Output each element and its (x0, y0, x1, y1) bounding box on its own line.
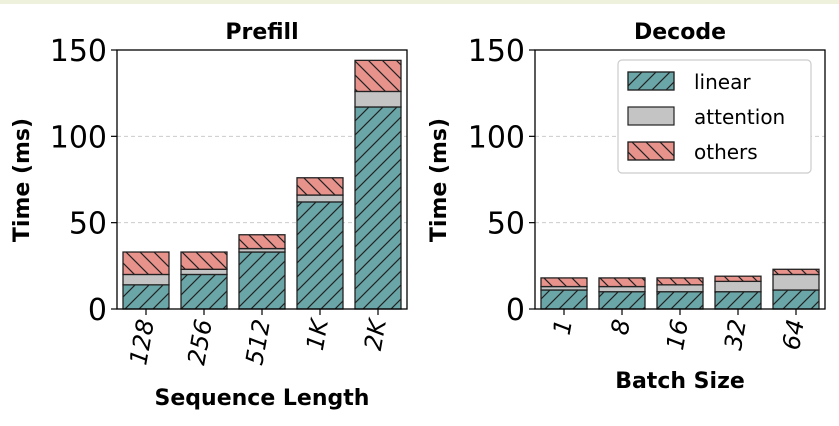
legend-label-attention: attention (694, 105, 785, 129)
bar-hatch-others-64 (773, 269, 819, 275)
x-tick-label: 128 (124, 317, 160, 367)
x-axis-label: Batch Size (615, 369, 745, 394)
bar-hatch-others-2K (355, 60, 401, 92)
legend-label-linear: linear (694, 70, 751, 94)
y-axis-label: Time (ms) (10, 118, 35, 242)
bar-attention-1K (297, 195, 343, 202)
bar-hatch-linear-128 (123, 284, 169, 309)
bar-hatch-linear-1K (297, 201, 343, 309)
bar-attention-16 (657, 284, 703, 292)
x-tick-label: 64 (777, 317, 810, 352)
bar-hatch-linear-16 (657, 291, 703, 309)
bar-edge-others-128 (122, 251, 170, 276)
prefill-chart: Prefill Time (ms) Sequence Length 0 50 1… (10, 20, 408, 411)
x-tick-label: 32 (719, 317, 752, 352)
y-tick-label: 100 (50, 120, 107, 155)
bar-edge-others-2K (354, 59, 402, 93)
x-tick-label: 256 (182, 317, 218, 367)
bar-hatch-linear-1 (541, 290, 587, 309)
x-tick-label: 512 (240, 317, 276, 367)
bar-attention-32 (715, 281, 761, 292)
bar-edge-others-8 (598, 277, 646, 288)
bar-hatch-linear-64 (773, 290, 819, 309)
bar-edge-others-64 (772, 268, 820, 276)
bar-edge-others-256 (180, 251, 228, 270)
bar-edge-others-16 (656, 277, 704, 286)
x-tick-label: 1K (301, 315, 334, 353)
y-tick-label: 50 (69, 207, 107, 242)
bar-hatch-others-8 (599, 277, 645, 287)
y-tick-label: 150 (468, 34, 525, 69)
legend-swatch-hatch-others (627, 141, 675, 161)
bar-hatch-others-1 (541, 277, 587, 287)
legend: linear attention others (617, 59, 812, 174)
bar-hatch-others-1K (297, 177, 343, 196)
decode-chart: Decode Time (ms) Batch Size 0 50 100 150… (427, 20, 826, 394)
y-tick-label: 150 (50, 34, 107, 69)
legend-swatch-hatch-linear (627, 71, 675, 91)
bar-edge-others-512 (238, 234, 286, 250)
bar-hatch-others-128 (123, 252, 169, 275)
bar-hatch-others-512 (239, 234, 285, 249)
y-tick-label: 0 (506, 293, 525, 328)
y-tick-label: 100 (468, 120, 525, 155)
bar-hatch-linear-32 (715, 291, 761, 309)
chart-title: Prefill (225, 20, 298, 45)
bar-edge-others-1K (296, 177, 344, 196)
bar-attention-8 (599, 286, 645, 292)
bar-attention-256 (181, 269, 227, 275)
legend-swatch-attention (627, 106, 675, 126)
x-tick-label: 1 (548, 317, 578, 337)
bar-attention-64 (773, 274, 819, 291)
x-axis-label: Sequence Length (155, 386, 370, 411)
bar-hatch-others-32 (715, 276, 761, 282)
x-tick-label: 2K (359, 315, 392, 353)
legend-label-others: others (694, 140, 758, 164)
bar-hatch-others-16 (657, 277, 703, 285)
bar-edge-others-1 (540, 277, 588, 288)
y-tick-label: 50 (487, 207, 525, 242)
bar-attention-1 (541, 286, 587, 291)
y-tick-label: 0 (88, 293, 107, 328)
bar-attention-512 (239, 248, 285, 253)
bar-edge-others-32 (714, 275, 762, 283)
top-strip (0, 0, 839, 4)
x-tick-label: 8 (606, 317, 636, 337)
chart-title: Decode (634, 20, 726, 45)
y-axis-label: Time (ms) (427, 118, 452, 242)
bar-attention-128 (123, 274, 169, 285)
bar-hatch-linear-256 (181, 274, 227, 309)
bar-attention-2K (355, 91, 401, 107)
bar-hatch-linear-2K (355, 106, 401, 309)
bar-hatch-linear-8 (599, 291, 645, 309)
x-tick-label: 16 (661, 317, 694, 352)
bar-hatch-others-256 (181, 252, 227, 270)
bar-hatch-linear-512 (239, 252, 285, 309)
